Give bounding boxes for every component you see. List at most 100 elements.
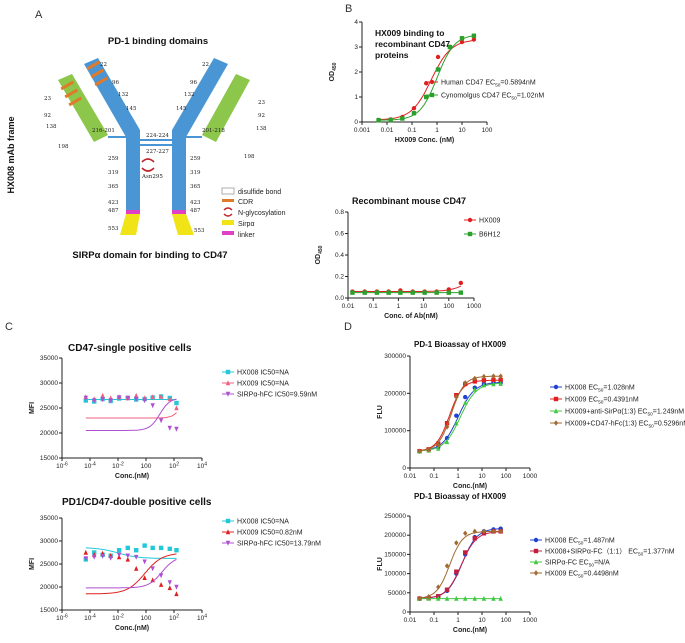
data-point	[435, 67, 441, 72]
data-point	[444, 439, 450, 445]
y-tick-label: 300000	[384, 353, 406, 360]
residue-label: 138	[256, 126, 267, 132]
residue-label: 138	[46, 124, 57, 130]
residue-label: 22	[202, 62, 209, 68]
residue-label: 259	[190, 156, 201, 162]
y-tick-label: 2	[354, 69, 358, 76]
data-point	[481, 373, 487, 380]
residue-label: 365	[108, 184, 119, 190]
data-point	[481, 595, 487, 601]
data-point	[400, 116, 405, 121]
sirpa-swatch	[222, 220, 234, 225]
y-axis-label: MFI	[29, 402, 36, 414]
data-point	[491, 528, 496, 535]
residue-label: 365	[190, 184, 201, 190]
series-hx008	[417, 526, 503, 601]
data-point	[362, 290, 367, 295]
data-point	[142, 559, 147, 565]
legend-label: N-glycosylation	[238, 210, 286, 217]
data-point	[498, 377, 503, 383]
legend-marker	[225, 391, 231, 397]
data-point	[458, 280, 464, 286]
series-hx008	[417, 380, 503, 454]
data-point	[454, 420, 459, 426]
linker-left	[126, 210, 140, 214]
x-tick-label: 0.1	[369, 303, 378, 310]
y-tick-label: 200000	[384, 532, 406, 539]
legend-marker	[225, 529, 231, 535]
data-point	[376, 118, 381, 123]
schematic-top-title: PD-1 binding domains	[108, 36, 208, 47]
data-point	[491, 595, 496, 601]
data-point	[100, 392, 105, 398]
series-hx009	[83, 392, 179, 419]
y-axis-label: MFI	[29, 558, 36, 570]
residue-label: 224-224	[146, 133, 169, 139]
y-tick-label: 15000	[40, 607, 58, 614]
linker-swatch	[222, 231, 234, 235]
x-tick-label: 10-2	[112, 614, 124, 623]
legend-label: HX009 EC50=0.4391nM	[565, 397, 639, 406]
data-point	[142, 575, 147, 580]
residue-label: 201-218	[202, 128, 225, 134]
light-chain-right	[202, 74, 250, 142]
data-point	[459, 39, 465, 45]
data-point	[447, 44, 453, 50]
data-point	[158, 573, 164, 579]
data-point	[167, 585, 172, 591]
heavy-chain-right-stem	[172, 130, 186, 210]
series-hx008	[83, 543, 179, 562]
x-tick-label: 1	[435, 127, 439, 134]
fit-curve	[85, 412, 177, 419]
data-point	[463, 530, 468, 536]
residue-label: 22	[100, 62, 107, 68]
residue-label: 92	[44, 113, 51, 119]
x-tick-label: 100	[501, 617, 512, 624]
data-point	[426, 447, 431, 453]
chart-c1: CD47-single positive cells 10-6 10-4 10-2 10…	[29, 343, 317, 480]
data-point	[444, 563, 450, 569]
x-tick-label: 10-6	[56, 462, 68, 471]
data-point	[116, 548, 122, 553]
data-point	[417, 595, 422, 602]
y-tick-label: 0	[402, 465, 406, 472]
series-hx009	[83, 549, 179, 597]
y-axis-label: OD450	[329, 62, 338, 81]
schematic-side-label: HX008 mAb frame	[6, 116, 16, 193]
data-point	[125, 545, 130, 551]
fit-curve	[85, 553, 177, 595]
y-tick-label: 100000	[384, 571, 406, 578]
disulfide-bond-swatch	[221, 187, 235, 195]
data-point	[436, 595, 441, 601]
legend-marker	[225, 369, 231, 375]
y-axis-label: OD450	[315, 245, 324, 264]
data-point	[434, 290, 439, 295]
data-point	[422, 290, 427, 295]
panel-label-b: B	[345, 3, 352, 15]
residue-label: 259	[108, 156, 119, 162]
x-tick-label: 10	[420, 303, 428, 310]
data-point	[436, 442, 441, 448]
y-tick-label: 30000	[40, 538, 58, 545]
x-tick-label: 0.01	[381, 127, 394, 134]
data-point	[417, 448, 422, 454]
data-point	[116, 552, 122, 558]
cdr-mark	[64, 88, 79, 99]
residue-label: 487	[108, 208, 119, 214]
legend-marker	[533, 548, 539, 554]
legend-label: HX008+SIRPα-FC（1:1） EC50=1.377nM	[545, 548, 675, 558]
legend-label: HX009+anti-SirPα(1:3) EC50=1.249nM	[565, 409, 684, 418]
data-point	[92, 554, 97, 560]
chart-title: recombinant CD47	[375, 39, 450, 49]
x-tick-label: 0.001	[354, 127, 371, 134]
x-tick-label: 102	[169, 614, 179, 623]
cdr-mark	[90, 68, 105, 79]
residue-label: 145	[126, 106, 137, 112]
legend-marker	[225, 540, 231, 546]
data-point	[158, 418, 164, 424]
data-point	[167, 425, 172, 431]
y-axis-label: FLU	[377, 405, 384, 419]
x-tick-label: 0.01	[404, 473, 417, 480]
residue-label: 96	[112, 80, 119, 86]
